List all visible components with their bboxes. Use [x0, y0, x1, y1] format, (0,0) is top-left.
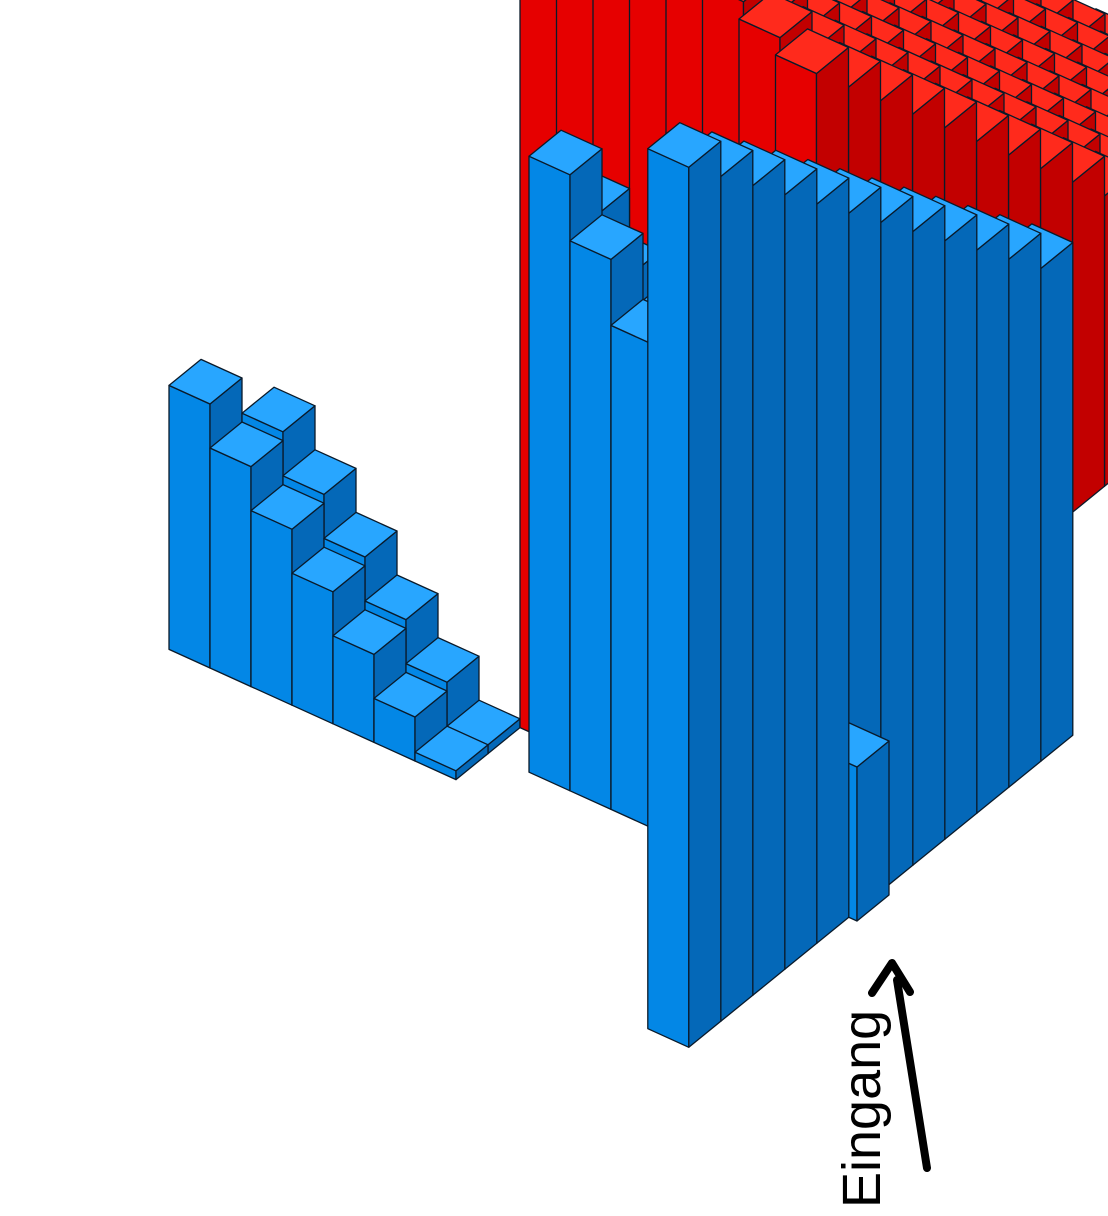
bar-left-face	[209, 447, 252, 688]
bar-top-face	[364, 574, 439, 621]
bar-right-face	[720, 149, 754, 1022]
bar-right-face	[752, 159, 786, 996]
entrance-label: Eingang	[832, 1010, 892, 1208]
entrance-arrow-icon	[893, 976, 931, 1172]
bar-right-face	[912, 205, 946, 866]
bar-top-face	[774, 28, 850, 75]
bar-top-face	[250, 483, 325, 530]
bar-column	[414, 725, 489, 781]
bar-column	[647, 122, 722, 1048]
bar-right-face	[944, 214, 978, 840]
entrance-arrow-head-icon	[868, 959, 914, 997]
bar-right-face	[1071, 155, 1106, 513]
bar-right-face	[976, 223, 1010, 814]
bar-top-face	[738, 0, 747, 3]
annotations-layer: Eingang	[832, 959, 931, 1208]
bar-right-face	[1040, 241, 1074, 762]
bar-top-face	[241, 386, 316, 433]
bar-top-face	[569, 214, 644, 261]
bar-right-face	[688, 140, 722, 1048]
bar-left-face	[610, 324, 653, 829]
bar-top-face	[373, 671, 448, 718]
bar-column	[373, 671, 448, 762]
bar-top-face	[282, 449, 357, 496]
bar-top-face	[291, 546, 366, 593]
bar-left-face	[250, 509, 293, 706]
bar-top-face	[405, 636, 480, 683]
bar-right-face	[856, 740, 890, 922]
bar-top-face	[209, 421, 284, 468]
bar-top-face	[332, 609, 407, 656]
bar-left-face	[291, 572, 334, 725]
bar-top-face	[647, 122, 722, 168]
bar-left-face	[569, 240, 612, 811]
bar-top-face	[414, 725, 489, 772]
bar-left-face	[528, 155, 571, 792]
bar-right-face	[816, 177, 850, 944]
bar-top-face	[323, 511, 398, 558]
bars-layer	[168, 0, 1108, 1048]
bar-left-face	[168, 384, 211, 669]
bar-left-face	[647, 148, 690, 1048]
bar-top-face	[738, 0, 813, 39]
bar-right-face	[1008, 232, 1042, 788]
bar-top-face	[528, 129, 603, 176]
bar-right-face	[784, 168, 818, 970]
bar-top-face	[168, 358, 243, 405]
